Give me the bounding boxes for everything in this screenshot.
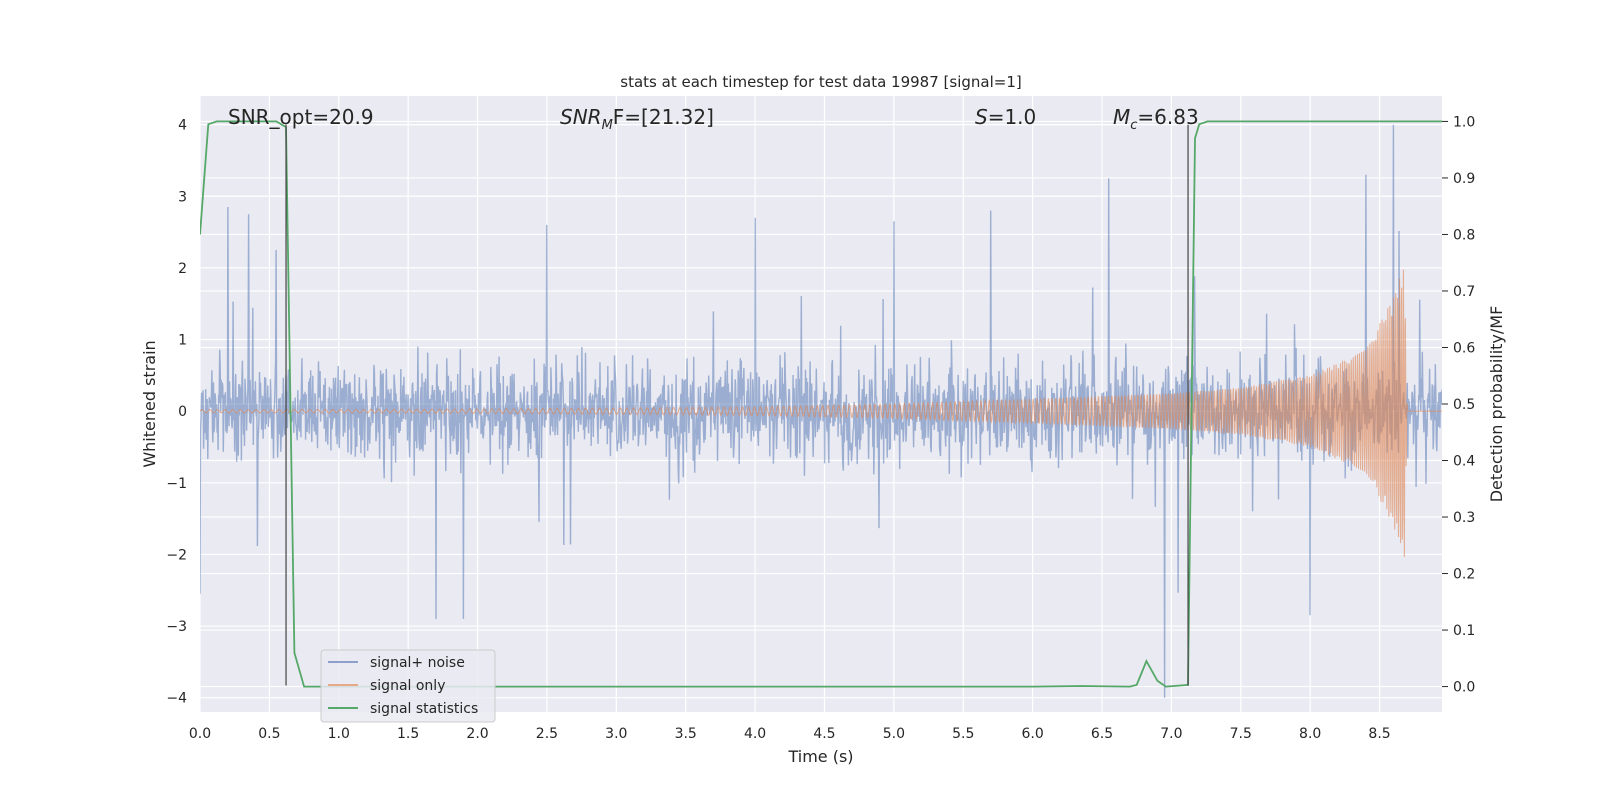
y-tick-label: −4 <box>166 691 187 707</box>
annotation-snr-mf-sub: M <box>602 118 613 133</box>
y-right-tick-label: 0.4 <box>1453 454 1475 470</box>
axis-layer: 0.0 0.5 1.0 1.5 2.0 2.5 3.0 3.5 4.0 4.5 5.0 5.5 6.0 6… <box>166 114 1475 742</box>
x-axis-label: Time (s) <box>787 747 853 766</box>
y-right-tick-label: 0.0 <box>1453 680 1475 696</box>
x-tick-label: 7.5 <box>1230 726 1252 742</box>
y-tick-label: 4 <box>178 118 187 134</box>
y-right-tick-label: 0.3 <box>1453 510 1475 526</box>
y-right-tick-label: 0.8 <box>1453 227 1475 243</box>
annotation-snr-mf: SNRMF=[21.32] <box>560 105 714 133</box>
series-signal-statistics <box>200 120 1442 688</box>
legend-label-signal: signal only <box>370 678 445 694</box>
y-right-tick-label: 0.7 <box>1453 284 1475 300</box>
annotation-s: S=1.0 <box>975 105 1036 129</box>
annotation-snr-opt: SNR_opt=20.9 <box>228 105 374 129</box>
annotation-s-var: S <box>975 105 988 129</box>
y-tick-label: 1 <box>178 333 187 349</box>
y-tick-label: −2 <box>166 547 187 563</box>
y-right-tick-label: 0.9 <box>1453 171 1475 187</box>
series-layer <box>200 120 1442 698</box>
annotation-snr-mf-prefix: SNR <box>560 105 602 129</box>
y-tick-label: 2 <box>178 261 187 277</box>
y-tick-label: 0 <box>178 404 187 420</box>
annotation-s-val: =1.0 <box>988 105 1037 129</box>
x-tick-label: 8.5 <box>1368 726 1390 742</box>
y-right-tick-label: 0.1 <box>1453 623 1475 639</box>
x-tick-label: 8.0 <box>1299 726 1321 742</box>
x-tick-label: 3.5 <box>675 726 697 742</box>
y-right-tick-label: 1.0 <box>1453 114 1475 130</box>
x-tick-label: 2.5 <box>536 726 558 742</box>
x-tick-label: 5.5 <box>952 726 974 742</box>
x-tick-label: 1.0 <box>328 726 350 742</box>
annotation-mc-val: =6.83 <box>1137 105 1198 129</box>
annotation-mc-var: M <box>1113 105 1130 129</box>
x-tick-label: 6.0 <box>1021 726 1043 742</box>
x-tick-label: 0.5 <box>258 726 280 742</box>
x-tick-label: 3.0 <box>605 726 627 742</box>
vertical-lines <box>285 124 1189 686</box>
y-axis-right-label: Detection probability/MF <box>1487 306 1506 503</box>
legend: signal+ noise signal only signal statist… <box>320 649 496 723</box>
x-tick-label: 4.0 <box>744 726 766 742</box>
y-axis-label: Whitened strain <box>140 340 159 467</box>
y-right-tick-label: 0.2 <box>1453 567 1475 583</box>
x-tick-label: 5.0 <box>883 726 905 742</box>
annotation-mc: Mc=6.83 <box>1113 105 1199 133</box>
y-tick-label: −1 <box>166 476 187 492</box>
y-right-tick-label: 0.5 <box>1453 397 1475 413</box>
x-tick-label: 4.5 <box>813 726 835 742</box>
y-tick-label: 3 <box>178 189 187 205</box>
legend-box <box>320 649 496 723</box>
x-tick-label: 2.0 <box>466 726 488 742</box>
annotation-snr-mf-suffix: F=[21.32] <box>613 105 714 129</box>
x-tick-label: 0.0 <box>189 726 211 742</box>
series-signal-only <box>200 269 1442 557</box>
y-right-tick-label: 0.6 <box>1453 340 1475 356</box>
chart-title: stats at each timestep for test data 199… <box>620 73 1021 91</box>
legend-label-stats: signal statistics <box>370 701 478 717</box>
annotation-mc-sub: c <box>1130 118 1137 133</box>
x-tick-label: 1.5 <box>397 726 419 742</box>
x-tick-label: 7.0 <box>1160 726 1182 742</box>
y-tick-label: −3 <box>166 619 187 635</box>
legend-label-noise: signal+ noise <box>370 655 465 671</box>
x-tick-label: 6.5 <box>1091 726 1113 742</box>
